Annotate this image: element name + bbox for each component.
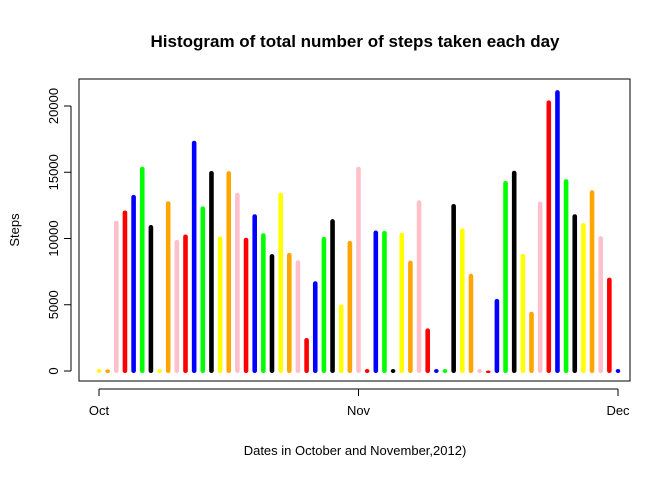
x-axis: Oct Nov Dec <box>89 388 630 418</box>
bar-day-14 <box>209 170 214 373</box>
bar-day-28 <box>330 219 335 373</box>
bar-day-20 <box>261 233 266 373</box>
bar-day-11 <box>183 234 188 373</box>
bar-day-2 <box>105 369 110 373</box>
bar-day-5 <box>131 194 136 373</box>
bar-day-57 <box>581 223 586 373</box>
bar-day-23 <box>287 252 292 373</box>
y-tick-label-10000: 10000 <box>46 220 61 256</box>
bar-day-38 <box>416 200 422 373</box>
y-axis-label: Steps <box>7 213 22 247</box>
bar-day-50 <box>520 253 526 373</box>
bar-day-26 <box>312 281 318 373</box>
x-tick-label-nov: Nov <box>347 403 371 418</box>
bar-day-17 <box>235 192 240 373</box>
bar-day-15 <box>217 236 223 373</box>
y-axis: 0 5000 10000 15000 20000 <box>46 88 72 375</box>
bar-day-22 <box>278 192 283 373</box>
y-tick-label-20000: 20000 <box>46 88 61 124</box>
bar-day-31 <box>356 166 361 373</box>
bar-day-37 <box>408 260 413 373</box>
bar-day-55 <box>563 179 569 373</box>
bar-day-7 <box>148 225 154 373</box>
bar-day-45 <box>477 369 482 373</box>
bar-day-47 <box>494 298 500 373</box>
bar-day-43 <box>460 228 465 373</box>
bar-day-58 <box>589 190 595 373</box>
bar-day-42 <box>451 203 456 373</box>
bar-day-44 <box>468 273 474 373</box>
bar-day-41 <box>442 369 448 373</box>
y-tick-label-5000: 5000 <box>46 290 61 319</box>
bar-day-51 <box>529 311 534 373</box>
bar-day-6 <box>139 166 145 373</box>
bar-day-21 <box>269 254 275 373</box>
bar-day-46 <box>485 370 491 373</box>
bar-day-27 <box>321 236 327 373</box>
bar-day-40 <box>434 369 439 373</box>
bar-day-16 <box>226 171 232 373</box>
bar-day-4 <box>122 210 128 373</box>
bar-day-48 <box>503 181 508 373</box>
bar-day-1 <box>96 369 102 373</box>
bar-day-29 <box>338 304 344 373</box>
bar-day-25 <box>304 337 309 373</box>
bar-day-24 <box>295 260 301 373</box>
bar-day-18 <box>243 237 249 373</box>
bar-day-33 <box>373 230 379 373</box>
bar-day-39 <box>425 328 430 373</box>
bar-day-19 <box>252 214 257 373</box>
bar-day-53 <box>546 100 552 373</box>
bar-day-52 <box>537 201 543 373</box>
bar-day-3 <box>114 220 119 373</box>
bar-day-61 <box>615 369 621 373</box>
bar-day-60 <box>607 277 612 373</box>
x-tick-label-oct: Oct <box>89 403 110 418</box>
bar-day-9 <box>165 201 171 373</box>
bar-day-34 <box>382 230 387 373</box>
y-tick-label-0: 0 <box>46 367 61 374</box>
bars-group <box>96 90 621 374</box>
bar-day-56 <box>572 214 578 373</box>
x-axis-label: Dates in October and November,2012) <box>244 443 467 458</box>
bar-day-36 <box>399 232 405 373</box>
plot-frame <box>78 78 631 382</box>
bar-day-32 <box>364 369 370 373</box>
x-tick-label-dec: Dec <box>606 403 630 418</box>
bar-day-8 <box>157 369 162 373</box>
bar-day-10 <box>174 239 180 373</box>
bar-day-59 <box>598 236 603 373</box>
bar-day-12 <box>191 140 197 373</box>
bar-day-13 <box>200 206 206 373</box>
bar-day-49 <box>511 170 517 373</box>
bar-day-30 <box>347 240 353 373</box>
bar-day-54 <box>555 90 560 374</box>
bar-day-35 <box>390 369 396 373</box>
chart-title: Histogram of total number of steps taken… <box>150 32 560 51</box>
y-tick-label-15000: 15000 <box>46 154 61 190</box>
